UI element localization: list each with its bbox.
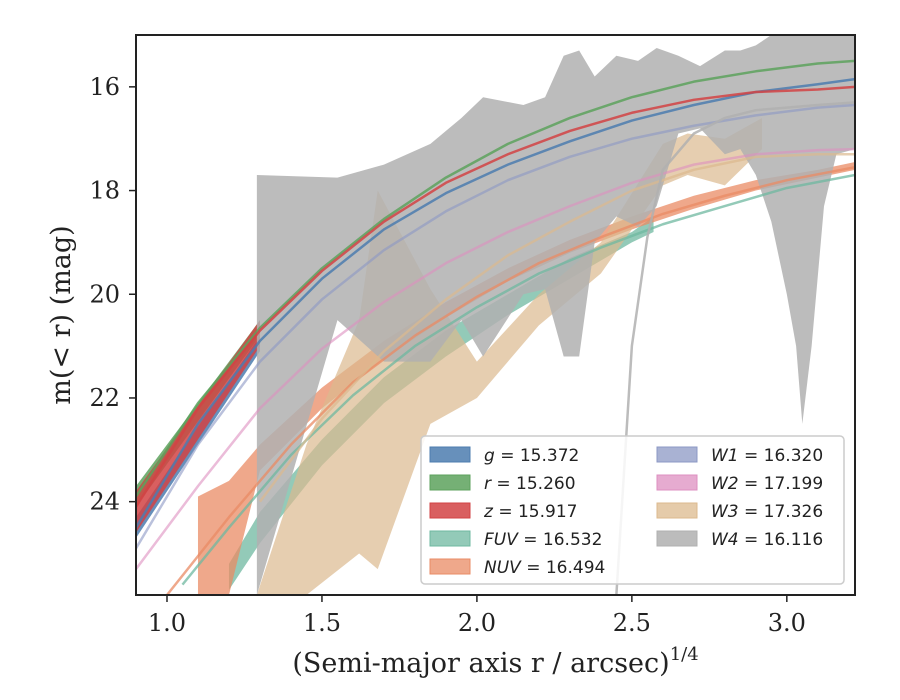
legend-box: [420, 435, 845, 585]
line-series-3: [181, 173, 855, 586]
x-axis-label-exponent: 1/4: [670, 644, 699, 665]
band-series-8: [256, 35, 855, 595]
legend-swatch-6: [656, 474, 698, 491]
axis-ticks: 1.0 1.5 2.0 2.5 3.0 16 18 20 22 24: [89, 73, 805, 637]
legend-label-4: NUV = 16.494: [484, 558, 605, 578]
plot-area: [136, 35, 855, 595]
line-series-7: [258, 153, 855, 503]
x-tick-label: 2.0: [458, 609, 496, 637]
y-tick-label: 18: [89, 177, 120, 205]
x-tick-label: 1.5: [303, 609, 341, 637]
y-tick-label: 16: [89, 73, 120, 101]
x-tick-label: 3.0: [768, 609, 806, 637]
legend-label-7: W3 = 17.326: [711, 502, 823, 522]
plot-frame: [135, 34, 856, 596]
legend-swatch-0: [429, 446, 471, 463]
legend-swatch-1: [429, 474, 471, 491]
line-series-2: [136, 85, 855, 508]
legend-label-1: r = 15.260: [484, 474, 576, 494]
y-tick-label: 22: [89, 384, 120, 412]
legend-label-5: W1 = 16.320: [711, 446, 823, 466]
legend-swatch-7: [656, 502, 698, 519]
legend-swatch-5: [656, 446, 698, 463]
legend-label-6: W2 = 17.199: [711, 474, 823, 494]
band-series-2: [136, 320, 260, 533]
line-series-1: [136, 59, 855, 498]
legend-label-8: W4 = 16.116: [711, 530, 823, 550]
legend-swatch-4: [429, 558, 471, 575]
x-tick-label: 1.0: [148, 609, 186, 637]
x-axis-label: (Semi-major axis r / arcsec)1/4: [292, 644, 698, 679]
line-series-6: [136, 147, 855, 570]
legend-label-2: z = 15.917: [483, 502, 577, 522]
line-series-8: [615, 101, 855, 595]
line-series-4: [166, 165, 855, 595]
legend-label-3: FUV = 16.532: [484, 530, 602, 550]
line-series-5: [136, 103, 855, 549]
legend-label-0: g = 15.372: [484, 446, 579, 466]
x-tick-label: 2.5: [613, 609, 651, 637]
y-axis-label: m(< r) (mag): [46, 225, 77, 404]
legend-swatch-8: [656, 530, 698, 547]
legend-swatch-3: [429, 530, 471, 547]
legend: g = 15.372 r = 15.260 z = 15.917 FUV = 16.5…: [420, 435, 845, 585]
y-tick-label: 20: [89, 280, 120, 308]
legend-swatch-2: [429, 502, 471, 519]
y-tick-label: 24: [89, 488, 120, 516]
